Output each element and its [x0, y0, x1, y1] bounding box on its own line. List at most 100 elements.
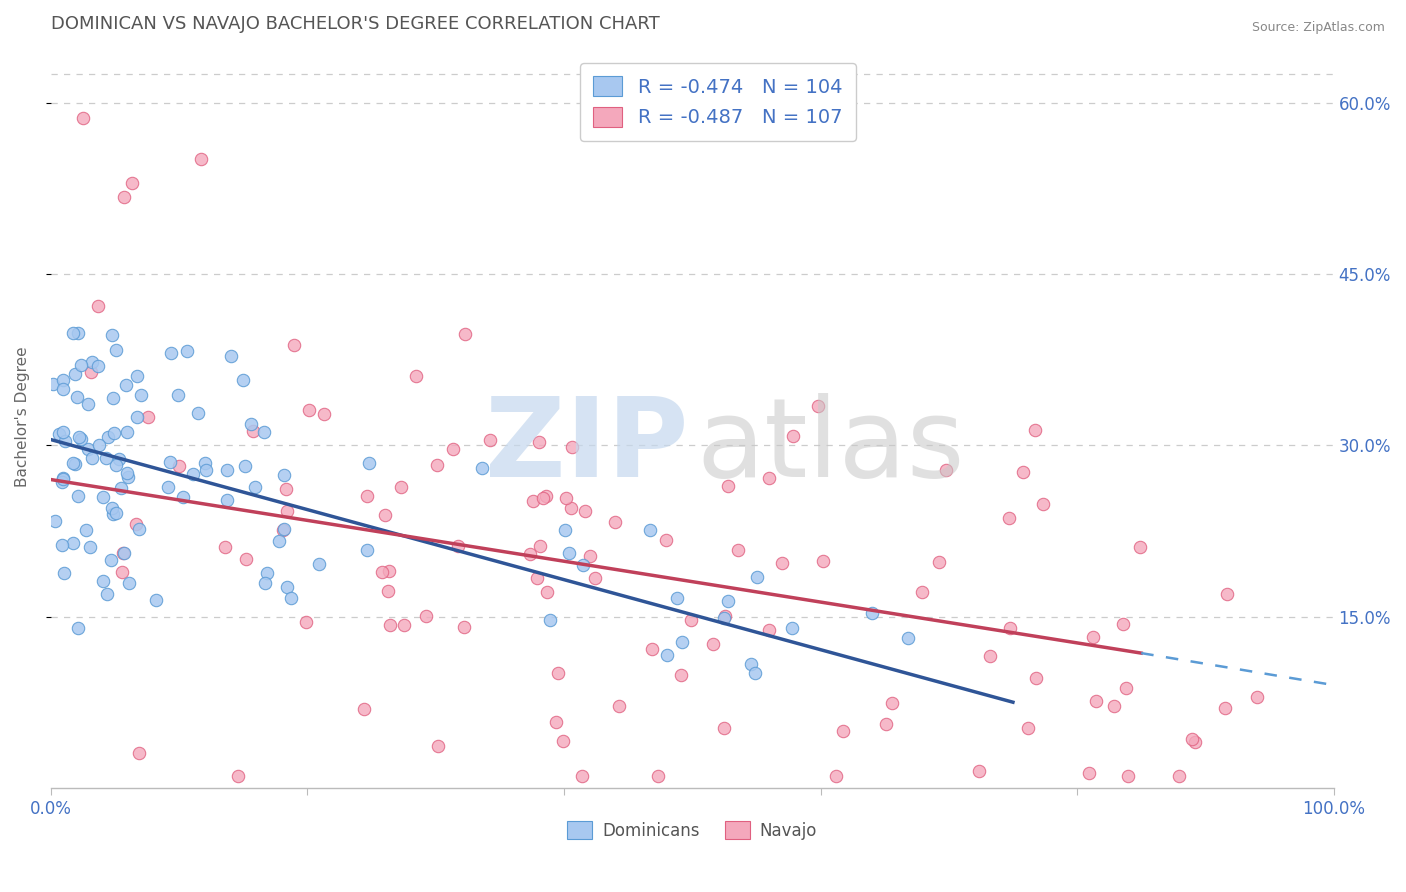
Point	[308, 557, 330, 571]
Point	[378, 618, 401, 632]
Point	[531, 491, 554, 505]
Point	[561, 440, 583, 454]
Text: atlas: atlas	[696, 393, 965, 500]
Point	[105, 458, 128, 472]
Point	[159, 346, 181, 360]
Point	[1102, 698, 1125, 713]
Point	[353, 702, 375, 716]
Point	[125, 516, 148, 531]
Point	[378, 564, 401, 578]
Point	[1077, 765, 1099, 780]
Point	[1032, 497, 1054, 511]
Point	[172, 490, 194, 504]
Point	[242, 425, 264, 439]
Point	[979, 648, 1001, 663]
Point	[80, 365, 103, 379]
Point	[44, 514, 66, 528]
Point	[233, 458, 256, 473]
Point	[935, 463, 957, 477]
Point	[1213, 701, 1236, 715]
Point	[100, 500, 122, 515]
Point	[67, 490, 90, 504]
Point	[536, 585, 558, 599]
Point	[538, 613, 561, 627]
Point	[67, 326, 90, 341]
Point	[647, 769, 669, 783]
Point	[572, 558, 595, 573]
Point	[713, 721, 735, 735]
Point	[217, 493, 239, 508]
Point	[603, 515, 626, 529]
Point	[547, 665, 569, 680]
Point	[471, 461, 494, 475]
Point	[145, 592, 167, 607]
Point	[807, 399, 830, 413]
Point	[79, 540, 101, 554]
Point	[91, 491, 114, 505]
Point	[96, 587, 118, 601]
Point	[96, 430, 118, 444]
Point	[62, 326, 84, 340]
Point	[1215, 587, 1237, 601]
Point	[121, 176, 143, 190]
Text: Source: ZipAtlas.com: Source: ZipAtlas.com	[1251, 21, 1385, 34]
Point	[727, 542, 749, 557]
Point	[51, 538, 73, 552]
Point	[744, 665, 766, 680]
Point	[80, 451, 103, 466]
Point	[377, 583, 399, 598]
Point	[1024, 423, 1046, 437]
Point	[671, 635, 693, 649]
Point	[271, 523, 294, 537]
Y-axis label: Bachelor's Degree: Bachelor's Degree	[15, 346, 30, 487]
Point	[665, 591, 688, 606]
Point	[108, 452, 131, 467]
Point	[217, 462, 239, 476]
Point	[426, 458, 449, 472]
Point	[70, 432, 93, 446]
Point	[356, 489, 378, 503]
Point	[554, 523, 576, 537]
Point	[101, 328, 124, 343]
Point	[1246, 690, 1268, 704]
Point	[669, 667, 692, 681]
Point	[169, 458, 191, 473]
Point	[112, 189, 135, 203]
Point	[860, 606, 883, 620]
Point	[560, 500, 582, 515]
Point	[640, 523, 662, 537]
Point	[453, 326, 475, 341]
Point	[253, 576, 276, 591]
Point	[782, 429, 804, 443]
Text: DOMINICAN VS NAVAJO BACHELOR'S DEGREE CORRELATION CHART: DOMINICAN VS NAVAJO BACHELOR'S DEGREE CO…	[51, 15, 659, 33]
Point	[558, 546, 581, 560]
Point	[52, 382, 75, 396]
Point	[129, 388, 152, 402]
Point	[1084, 694, 1107, 708]
Point	[825, 769, 848, 783]
Point	[811, 554, 834, 568]
Point	[1184, 735, 1206, 749]
Point	[441, 442, 464, 457]
Point	[72, 111, 94, 125]
Point	[1000, 621, 1022, 635]
Point	[136, 410, 159, 425]
Point	[356, 543, 378, 558]
Point	[67, 621, 90, 635]
Point	[392, 618, 415, 632]
Point	[998, 510, 1021, 524]
Point	[42, 377, 65, 392]
Point	[51, 475, 73, 489]
Point	[117, 466, 139, 480]
Point	[190, 152, 212, 166]
Point	[111, 565, 134, 579]
Point	[1017, 721, 1039, 735]
Point	[176, 343, 198, 358]
Point	[655, 648, 678, 662]
Point	[194, 456, 217, 470]
Point	[66, 390, 89, 404]
Point	[103, 507, 125, 521]
Point	[910, 584, 932, 599]
Point	[110, 482, 132, 496]
Point	[714, 609, 737, 624]
